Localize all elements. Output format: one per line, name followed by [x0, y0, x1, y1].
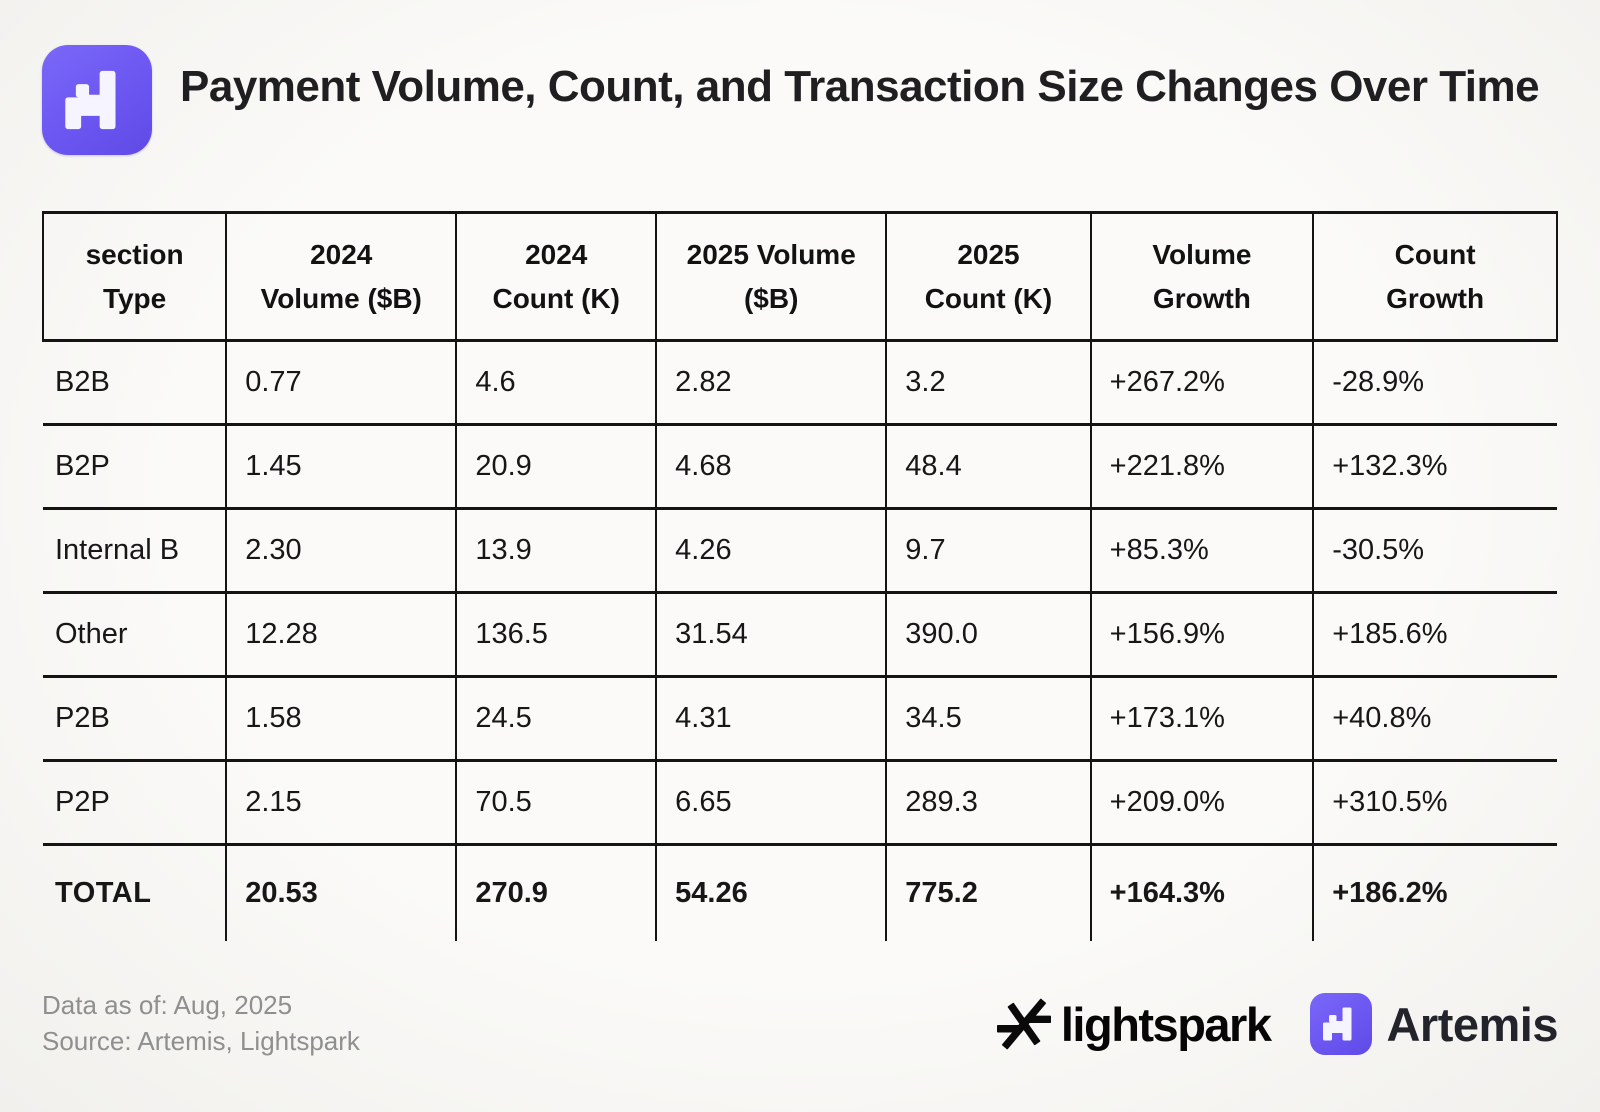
cell-2024-volume: 1.45	[225, 424, 457, 510]
cell-2025-count: 9.7	[885, 508, 1091, 594]
payments-table: section Type 2024 Volume ($B) 2024 Count…	[41, 211, 1558, 941]
cell-2025-volume: 54.26	[655, 844, 887, 941]
cell-2024-count: 4.6	[455, 340, 657, 426]
cell-2025-count: 390.0	[885, 592, 1091, 678]
table-row-p2p: P2P 2.15 70.5 6.65 289.3 +209.0% +310.5%	[43, 760, 1557, 846]
masthead: Payment Volume, Count, and Transaction S…	[42, 45, 1558, 155]
brand-lockups: lightspark Artemis	[996, 993, 1558, 1056]
cell-volume-growth: +221.8%	[1089, 424, 1314, 510]
cell-count-growth: +132.3%	[1312, 424, 1557, 510]
source-note: Source: Artemis, Lightspark	[42, 1026, 360, 1057]
data-as-of-note: Data as of: Aug, 2025	[42, 990, 293, 1021]
cell-2025-count: 48.4	[885, 424, 1091, 510]
cell-count-growth: +185.6%	[1312, 592, 1557, 678]
cell-count-growth: +186.2%	[1312, 844, 1557, 941]
cell-2024-count: 136.5	[455, 592, 657, 678]
footer: Data as of: Aug, 2025 Source: Artemis, L…	[42, 988, 1558, 1060]
cell-2025-count: 289.3	[885, 760, 1091, 846]
cell-2024-volume: 12.28	[225, 592, 457, 678]
column-header-2024-volume: 2024 Volume ($B)	[225, 211, 457, 342]
cell-2024-count: 70.5	[455, 760, 657, 846]
cell-volume-growth: +156.9%	[1089, 592, 1314, 678]
cell-2024-volume: 0.77	[225, 340, 457, 426]
cell-2025-count: 34.5	[885, 676, 1091, 762]
lightspark-wordmark: lightspark	[1060, 997, 1272, 1051]
cell-2024-count: 24.5	[455, 676, 657, 762]
cell-section-type: B2P	[43, 424, 227, 510]
cell-2025-volume: 31.54	[655, 592, 887, 678]
cell-2025-volume: 2.82	[655, 340, 887, 426]
table-row-total: TOTAL 20.53 270.9 54.26 775.2 +164.3% +1…	[43, 844, 1557, 941]
cell-volume-growth: +85.3%	[1089, 508, 1314, 594]
artemis-logo-icon	[42, 45, 152, 155]
column-header-section-type: section Type	[41, 211, 227, 342]
table-row-other: Other 12.28 136.5 31.54 390.0 +156.9% +1…	[43, 592, 1557, 678]
cell-2024-count: 13.9	[455, 508, 657, 594]
column-header-2024-count: 2024 Count (K)	[455, 211, 657, 342]
cell-section-type: Internal B	[43, 508, 227, 594]
artemis-footer-logo-icon	[1310, 993, 1373, 1056]
pixel-a-glyph	[1323, 1007, 1352, 1041]
table-row-b2p: B2P 1.45 20.9 4.68 48.4 +221.8% +132.3%	[43, 424, 1557, 510]
cell-2025-volume: 4.68	[655, 424, 887, 510]
cell-2025-count: 775.2	[885, 844, 1091, 941]
lightspark-lockup: lightspark	[996, 997, 1272, 1052]
footnotes: Data as of: Aug, 2025 Source: Artemis, L…	[42, 988, 360, 1060]
cell-2024-volume: 2.15	[225, 760, 457, 846]
page-title: Payment Volume, Count, and Transaction S…	[180, 62, 1540, 111]
column-header-2025-volume: 2025 Volume ($B)	[655, 211, 887, 342]
pixel-a-glyph	[65, 70, 116, 130]
artemis-wordmark: Artemis	[1386, 997, 1558, 1051]
cell-2025-volume: 6.65	[655, 760, 887, 846]
cell-2024-count: 270.9	[455, 844, 657, 941]
artemis-lockup: Artemis	[1310, 993, 1558, 1056]
cell-2025-volume: 4.26	[655, 508, 887, 594]
cell-2024-volume: 1.58	[225, 676, 457, 762]
column-header-2025-count: 2025 Count (K)	[885, 211, 1091, 342]
column-header-count-growth: Count Growth	[1312, 211, 1558, 342]
header-row: section Type 2024 Volume ($B) 2024 Count…	[41, 211, 1558, 342]
cell-section-type: P2P	[43, 760, 227, 846]
cell-2024-volume: 2.30	[225, 508, 457, 594]
cell-section-type: TOTAL	[55, 876, 152, 909]
cell-volume-growth: +164.3%	[1089, 844, 1314, 941]
cell-section-type: P2B	[43, 676, 227, 762]
cell-count-growth: +40.8%	[1312, 676, 1557, 762]
cell-section-type: Other	[43, 592, 227, 678]
cell-volume-growth: +267.2%	[1089, 340, 1314, 426]
column-header-volume-growth: Volume Growth	[1089, 211, 1314, 342]
cell-2024-volume: 20.53	[225, 844, 457, 941]
table-row-internal-b: Internal B 2.30 13.9 4.26 9.7 +85.3% -30…	[43, 508, 1557, 594]
lightspark-spark-icon	[996, 998, 1051, 1050]
cell-2025-volume: 4.31	[655, 676, 887, 762]
cell-volume-growth: +173.1%	[1089, 676, 1314, 762]
cell-section-type: B2B	[43, 340, 227, 426]
cell-2024-count: 20.9	[455, 424, 657, 510]
cell-volume-growth: +209.0%	[1089, 760, 1314, 846]
table-row-b2b: B2B 0.77 4.6 2.82 3.2 +267.2% -28.9%	[43, 340, 1557, 426]
cell-count-growth: -28.9%	[1312, 340, 1557, 426]
cell-count-growth: -30.5%	[1312, 508, 1557, 594]
cell-count-growth: +310.5%	[1312, 760, 1557, 846]
table-row-p2b: P2B 1.58 24.5 4.31 34.5 +173.1% +40.8%	[43, 676, 1557, 762]
cell-2025-count: 3.2	[885, 340, 1091, 426]
